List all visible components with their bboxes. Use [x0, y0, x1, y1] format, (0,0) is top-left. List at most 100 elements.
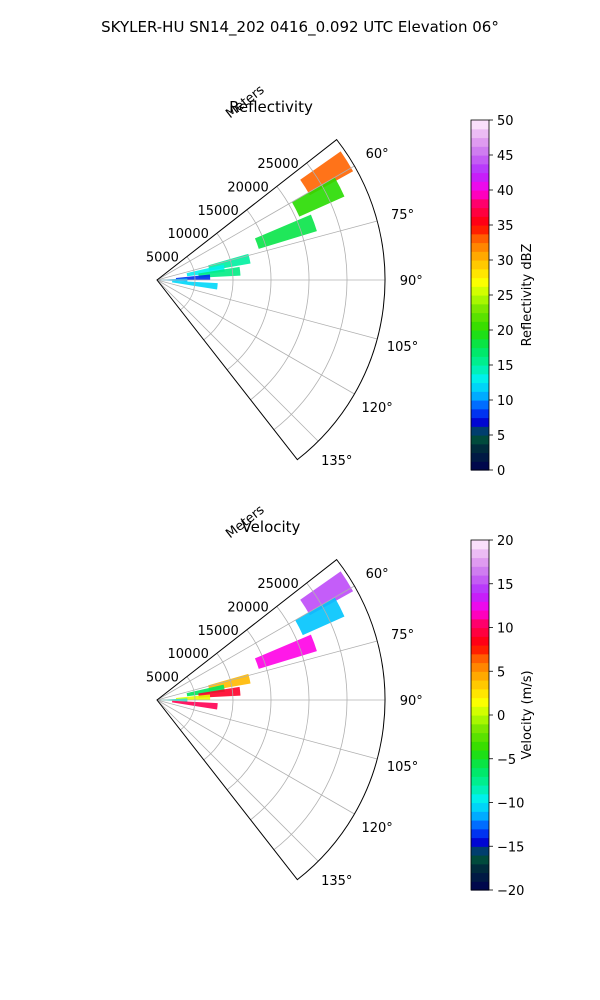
colorbar-segment [471, 723, 489, 734]
colorbar-segment [471, 776, 489, 786]
echo-region [254, 634, 317, 669]
colorbar-segment [471, 697, 489, 707]
angle-tick-label: 105° [387, 760, 418, 775]
echo-region [186, 684, 225, 697]
colorbar-segment [471, 233, 489, 244]
colorbar-segment [471, 855, 489, 865]
angle-tick-label: 120° [361, 401, 392, 416]
range-ring [273, 162, 348, 431]
colorbar-segment [471, 443, 489, 454]
colorbar-tick-label: −10 [497, 797, 524, 812]
azimuth-gridline [156, 640, 378, 701]
colorbar-tick-label: −15 [497, 840, 524, 855]
radial-tick-label: 5000 [146, 671, 179, 686]
colorbar-segment [471, 828, 489, 839]
colorbar-segment [471, 382, 489, 392]
colorbar-segment [471, 741, 489, 751]
colorbar-segment [471, 391, 489, 401]
colorbar: −20 −15 −10 −5 0 5 10 15 20 Velocity (m/s) [470, 534, 535, 899]
angle-tick-label: 135° [321, 874, 352, 889]
azimuth-gridline [156, 279, 355, 395]
colorbar-segment [471, 155, 489, 165]
colorbar-segment [471, 846, 489, 856]
colorbar-segment [471, 312, 489, 322]
angle-tick-label: 75° [391, 628, 414, 643]
azimuth-gridline [156, 699, 378, 760]
angle-tick-label: 60° [366, 567, 389, 582]
colorbar-segment [471, 758, 489, 769]
colorbar-segment [471, 321, 489, 331]
colorbar-segment [471, 251, 489, 261]
azimuth-gridline [156, 699, 355, 815]
colorbar-tick-label: 10 [497, 394, 514, 409]
colorbar-segment [471, 872, 489, 882]
colorbar-segment [471, 338, 489, 349]
colorbar-segment [471, 715, 489, 725]
colorbar-segment [471, 540, 489, 550]
echo-field [157, 571, 354, 710]
colorbar-segment [471, 198, 489, 209]
colorbar-segment [471, 356, 489, 366]
colorbar-tick-label: 15 [497, 578, 514, 593]
colorbar-segment [471, 128, 489, 139]
colorbar-segment [471, 163, 489, 174]
colorbar-segment [471, 653, 489, 664]
range-ring [180, 256, 196, 311]
colorbar-segment [471, 172, 489, 182]
colorbar-segment [471, 671, 489, 681]
radial-tick-label: 20000 [227, 180, 268, 195]
sector-frame [156, 558, 386, 881]
panel-title: Velocity [242, 518, 301, 536]
colorbar-segment [471, 662, 489, 672]
colorbar-tick-label: 45 [497, 149, 514, 164]
colorbar-segment [471, 750, 489, 760]
colorbar-segment [471, 286, 489, 296]
radial-tick-label: 15000 [197, 624, 238, 639]
echo-region [291, 177, 345, 217]
colorbar-tick-label: 40 [497, 184, 514, 199]
colorbar-segment [471, 610, 489, 620]
colorbar-tick-label: 25 [497, 289, 514, 304]
colorbar-segment [471, 303, 489, 314]
angle-tick-label: 105° [387, 340, 418, 355]
colorbar-segment [471, 190, 489, 200]
radial-tick-label: 15000 [197, 204, 238, 219]
colorbar-segment [471, 452, 489, 462]
azimuth-gridline [156, 699, 319, 862]
colorbar-tick-label: −20 [497, 884, 524, 899]
colorbar-tick-label: 20 [497, 534, 514, 549]
colorbar-segment [471, 732, 489, 742]
radial-tick-label: 5000 [146, 251, 179, 266]
colorbar-segment [471, 426, 489, 436]
colorbar-segment [471, 225, 489, 235]
colorbar-segment [471, 566, 489, 576]
colorbar-segment [471, 242, 489, 252]
colorbar-segment [471, 767, 489, 777]
colorbar-segment [471, 583, 489, 594]
colorbar-segment [471, 137, 489, 147]
sector-frame [156, 138, 386, 461]
colorbar-segment [471, 408, 489, 419]
panel-title: Reflectivity [229, 98, 313, 116]
echo-region [254, 214, 317, 249]
echo-region [295, 597, 345, 636]
radial-tick-label: 10000 [168, 647, 209, 662]
colorbar-segment [471, 793, 489, 804]
range-ring [180, 676, 196, 731]
echo-region [300, 571, 354, 616]
echo-region [186, 264, 225, 277]
angle-tick-label: 90° [400, 274, 423, 289]
colorbar-segment [471, 417, 489, 427]
colorbar-segment [471, 575, 489, 585]
colorbar-tick-label: 0 [497, 464, 505, 479]
colorbar-segment [471, 863, 489, 874]
echo-field [157, 151, 354, 290]
colorbar-segment [471, 592, 489, 602]
colorbar-segment [471, 295, 489, 305]
colorbar-label: Reflectivity dBZ [520, 244, 535, 347]
colorbar-tick-label: −5 [497, 753, 516, 768]
azimuth-gridline [156, 279, 378, 340]
angle-tick-label: 75° [391, 208, 414, 223]
azimuth-gridline [156, 220, 378, 281]
